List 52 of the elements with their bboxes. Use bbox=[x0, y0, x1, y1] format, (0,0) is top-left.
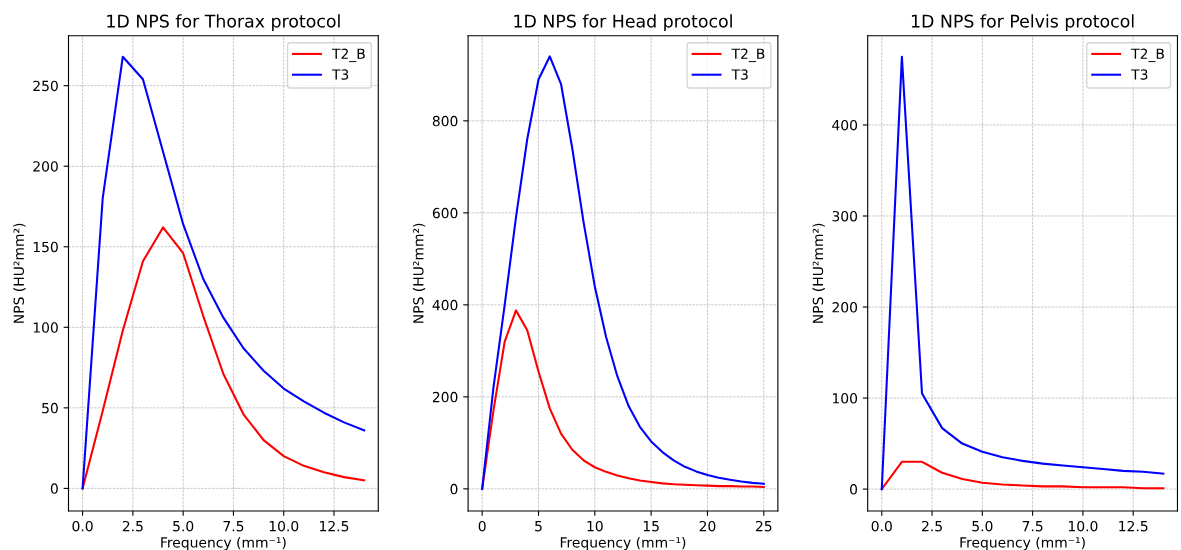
y-tick-label: 100 bbox=[33, 322, 58, 333]
legend-label: T3 bbox=[1131, 69, 1148, 80]
y-axis-title: NPS (HU²mm²) bbox=[13, 223, 26, 323]
chart-title: 1D NPS for Thorax protocol bbox=[107, 14, 340, 32]
x-tick-label: 25 bbox=[755, 520, 772, 532]
y-tick-label: 200 bbox=[432, 391, 458, 403]
x-tick-label: 0.0 bbox=[871, 520, 892, 532]
y-axis-title: NPS (HU²mm²) bbox=[412, 223, 426, 323]
x-tick-label: 12.5 bbox=[320, 520, 349, 532]
x-tick-label: 2.5 bbox=[922, 520, 942, 532]
y-tick-label: 250 bbox=[33, 80, 58, 92]
x-tick-label: 2.5 bbox=[122, 520, 143, 532]
chart-title: 1D NPS for Head protocol bbox=[514, 14, 732, 32]
y-tick-label: 400 bbox=[432, 299, 458, 311]
x-tick-label: 7.5 bbox=[1022, 521, 1043, 532]
y-tick-label: 50 bbox=[42, 402, 58, 414]
legend-label: T2_B bbox=[731, 48, 765, 63]
legend-label: T2_B bbox=[1131, 48, 1164, 63]
x-axis-title: Frequency (mm⁻¹) bbox=[960, 536, 1085, 550]
y-tick-label: 300 bbox=[832, 210, 858, 222]
x-tick-label: 10.0 bbox=[269, 520, 299, 532]
x-tick-label: 0 bbox=[478, 520, 486, 532]
legend-label: T2_B bbox=[331, 48, 365, 63]
y-tick-label: 400 bbox=[832, 119, 858, 131]
y-axis-title: NPS (HU²mm²) bbox=[812, 223, 825, 323]
y-tick-label: 0 bbox=[850, 484, 858, 495]
y-tick-label: 200 bbox=[832, 302, 858, 313]
x-axis-title: Frequency (mm⁻¹) bbox=[161, 536, 286, 550]
y-tick-label: 150 bbox=[33, 241, 58, 253]
x-tick-label: 10.0 bbox=[1068, 520, 1098, 532]
x-tick-label: 5.0 bbox=[972, 520, 993, 532]
x-tick-label: 5.0 bbox=[173, 520, 194, 532]
x-tick-label: 0.0 bbox=[72, 520, 93, 532]
line-series bbox=[81, 226, 366, 490]
x-tick-label: 7.5 bbox=[223, 521, 244, 532]
legend-label: T3 bbox=[731, 69, 748, 80]
x-tick-label: 15 bbox=[643, 521, 659, 532]
x-tick-label: 5 bbox=[535, 521, 542, 532]
line-series bbox=[481, 309, 765, 490]
y-tick-label: 0 bbox=[450, 483, 458, 495]
line-series bbox=[880, 460, 1165, 491]
y-tick-label: 200 bbox=[33, 161, 58, 172]
y-tick-label: 600 bbox=[432, 207, 458, 219]
y-tick-label: 800 bbox=[432, 115, 458, 127]
y-tick-label: 100 bbox=[832, 393, 858, 404]
x-tick-label: 10 bbox=[587, 520, 603, 532]
x-axis-title: Frequency (mm⁻¹) bbox=[560, 536, 686, 550]
x-tick-label: 20 bbox=[699, 520, 716, 532]
chart-title: 1D NPS for Pelvis protocol bbox=[911, 14, 1134, 32]
y-tick-label: 0 bbox=[50, 483, 58, 494]
x-tick-label: 12.5 bbox=[1119, 520, 1148, 532]
legend-label: T3 bbox=[331, 69, 349, 80]
